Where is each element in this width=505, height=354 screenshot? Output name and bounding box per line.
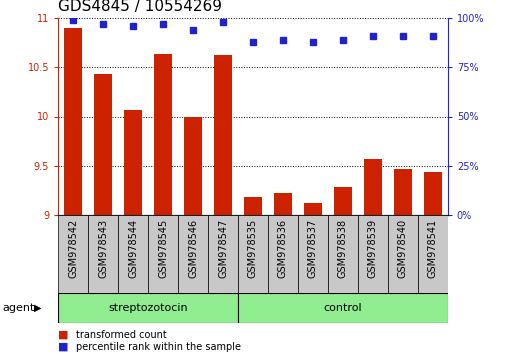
FancyBboxPatch shape	[268, 215, 297, 293]
Text: agent: agent	[3, 303, 35, 313]
Text: GSM978535: GSM978535	[247, 219, 258, 278]
Bar	[124, 110, 142, 215]
Text: GSM978540: GSM978540	[397, 219, 407, 278]
Text: GSM978543: GSM978543	[98, 219, 108, 278]
Text: GSM978545: GSM978545	[158, 219, 168, 278]
Text: percentile rank within the sample: percentile rank within the sample	[76, 342, 240, 352]
Bar	[363, 159, 381, 215]
FancyBboxPatch shape	[327, 215, 357, 293]
Bar	[243, 197, 262, 215]
Bar	[393, 169, 411, 215]
FancyBboxPatch shape	[178, 215, 208, 293]
Text: GSM978546: GSM978546	[188, 219, 197, 278]
FancyBboxPatch shape	[58, 215, 88, 293]
FancyBboxPatch shape	[417, 215, 447, 293]
Text: GSM978542: GSM978542	[68, 219, 78, 278]
Bar	[333, 187, 351, 215]
Bar	[184, 116, 201, 215]
Bar	[273, 193, 291, 215]
Text: ■: ■	[58, 330, 69, 340]
FancyBboxPatch shape	[208, 215, 237, 293]
Text: GSM978541: GSM978541	[427, 219, 437, 278]
Text: ■: ■	[58, 342, 69, 352]
FancyBboxPatch shape	[88, 215, 118, 293]
Text: GSM978536: GSM978536	[277, 219, 287, 278]
Text: control: control	[323, 303, 362, 313]
Bar	[154, 55, 172, 215]
FancyBboxPatch shape	[58, 293, 237, 323]
Text: GSM978538: GSM978538	[337, 219, 347, 278]
Text: GSM978547: GSM978547	[218, 219, 228, 278]
Text: GSM978539: GSM978539	[367, 219, 377, 278]
FancyBboxPatch shape	[237, 215, 268, 293]
Bar	[423, 172, 441, 215]
Text: transformed count: transformed count	[76, 330, 166, 340]
Text: ▶: ▶	[34, 303, 42, 313]
Bar	[64, 28, 82, 215]
Bar	[304, 203, 321, 215]
Bar	[214, 56, 232, 215]
Text: GSM978544: GSM978544	[128, 219, 138, 278]
Text: GSM978537: GSM978537	[308, 219, 317, 278]
FancyBboxPatch shape	[118, 215, 148, 293]
FancyBboxPatch shape	[387, 215, 417, 293]
FancyBboxPatch shape	[357, 215, 387, 293]
Text: GDS4845 / 10554269: GDS4845 / 10554269	[58, 0, 222, 14]
FancyBboxPatch shape	[237, 293, 447, 323]
Text: streptozotocin: streptozotocin	[108, 303, 187, 313]
FancyBboxPatch shape	[148, 215, 178, 293]
FancyBboxPatch shape	[297, 215, 327, 293]
Bar	[94, 74, 112, 215]
